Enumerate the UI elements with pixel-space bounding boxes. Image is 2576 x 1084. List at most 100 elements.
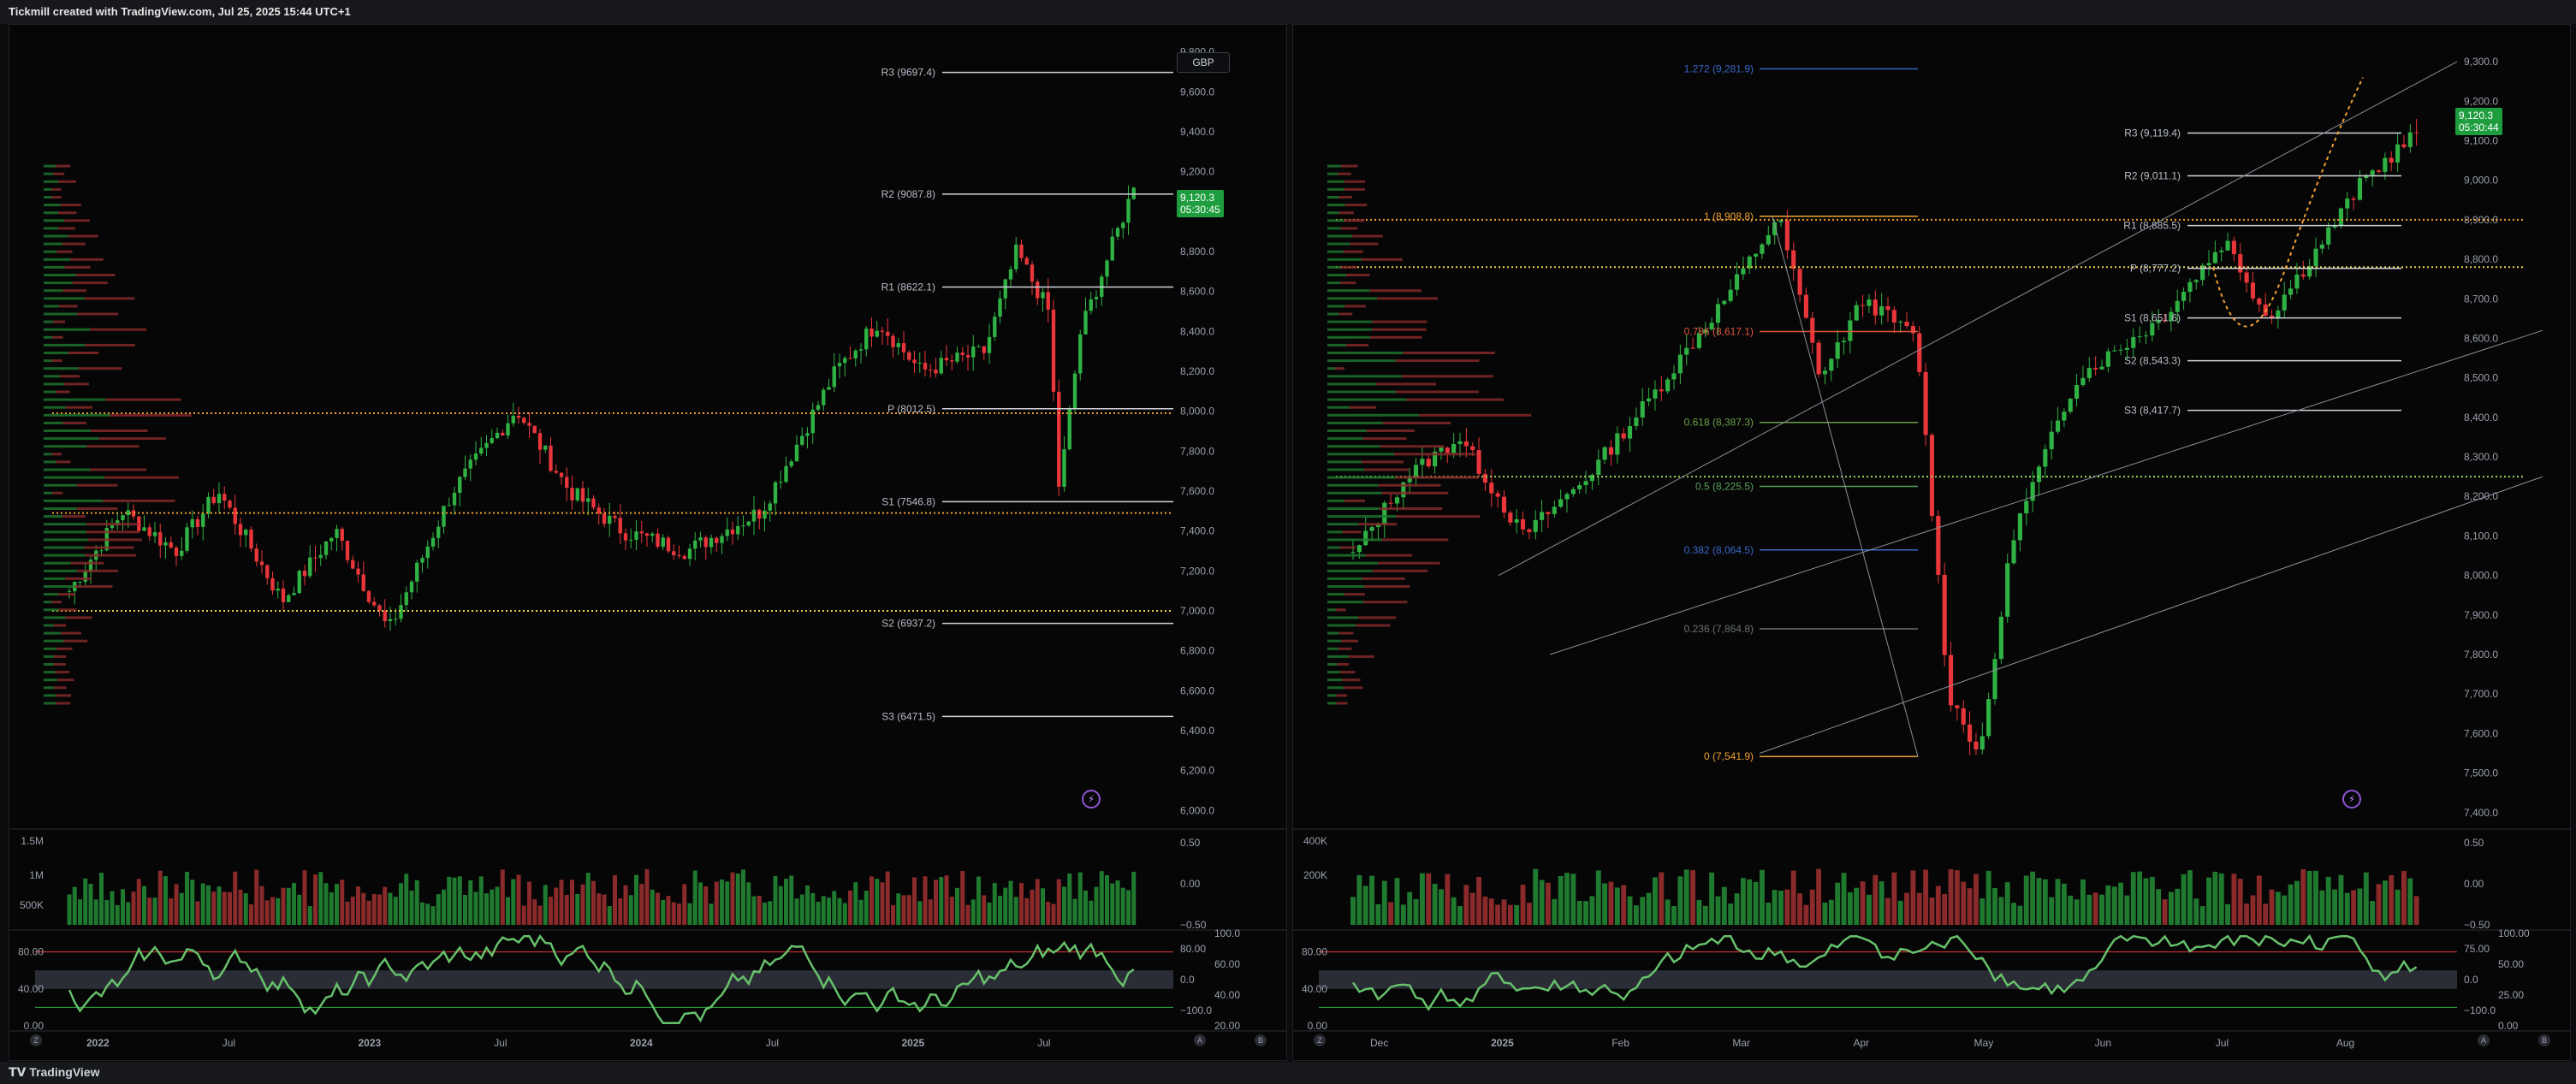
candle-body [2294,274,2300,289]
volume-bar [559,880,564,925]
left-a-button-icon[interactable]: A [1194,1034,1206,1046]
volume-profile-down [98,437,166,441]
candle-body [634,531,638,540]
volume-profile-up [44,499,104,502]
candle-body [190,518,194,528]
osc-axis-tick: 40.00 [1302,983,1327,995]
right-b-button-icon[interactable]: B [2538,1034,2550,1046]
volume-profile-up [44,476,105,479]
candle-body [2030,482,2035,501]
volume-profile-down [1337,663,1349,666]
lightning-icon[interactable]: ⚡ [2342,790,2361,809]
candle-body [1583,481,1588,486]
candle-body [880,330,885,332]
osc-right-tick: 0.00 [2498,1020,2519,1032]
lightning-icon[interactable]: ⚡ [1082,790,1101,809]
volume-bar [2036,878,2042,925]
volume-profile-up [1327,483,1379,487]
price-axis-tick: 7,800.0 [2464,649,2498,660]
right-z-button-icon[interactable]: Z [1314,1034,1326,1046]
volume-bar [1891,872,1897,925]
volume-profile-up [44,663,54,666]
volume-bar [623,885,628,925]
left-b-button-icon[interactable]: B [1255,1034,1267,1046]
left-z-button-icon[interactable]: Z [30,1034,42,1046]
candle-body [1979,736,1985,750]
volume-profile-down [51,359,62,363]
volume-profile-down [1377,297,1438,300]
candle-body [1520,518,1526,530]
candle-body [233,507,237,524]
candle-body [1910,326,1915,334]
volume-bar [2175,888,2181,925]
candle-body [142,527,146,531]
volume-bar [447,876,452,925]
volume-bar [388,892,393,925]
candle-body [1873,299,1878,316]
left-chart-canvas[interactable]: 9,800.09,600.09,400.09,200.09,000.08,800… [9,25,1286,1060]
volume-bar [2206,877,2211,925]
volume-profile-down [1376,382,1436,386]
volume-profile-up [1327,281,1340,285]
volume-bar [821,896,826,925]
left-chart-panel[interactable]: 9,800.09,600.09,400.09,200.09,000.08,800… [9,24,1287,1061]
volume-bar [436,894,441,925]
right-chart-panel[interactable]: 9,300.0 9,200.0 9,100.0 9,000.0 8,900.0 8,800… [1292,24,2571,1061]
right-a-button-icon[interactable]: A [2478,1034,2490,1046]
candle-body [259,561,264,566]
volume-profile-up [44,289,63,293]
volume-bar [249,903,253,925]
candle-body [169,542,173,548]
volume-bar [1835,882,1841,925]
currency-selector[interactable]: GBP [1177,52,1230,73]
volume-profile-down [62,515,86,518]
volume-bar [607,906,612,925]
volume-bar [656,892,660,925]
volume-bar [1419,873,1425,925]
candle-body [570,488,574,501]
candle-body [827,387,831,390]
volume-bar [1407,891,1413,925]
volume-profile-down [1340,265,1357,269]
price-axis-tick: 7,600.0 [1180,485,1214,497]
volume-profile-down [56,460,71,464]
candle-body [1094,296,1099,299]
volume-bar [292,883,296,925]
volume-bar [585,873,591,925]
candle-body [2313,248,2318,267]
right-chart-canvas[interactable]: 9,300.0 9,200.0 9,100.0 9,000.0 8,900.0 8,800… [1293,25,2570,1060]
candle-body [2086,367,2092,378]
candle-body [152,532,157,536]
volume-profile-down [76,507,118,510]
candle-body [442,506,446,527]
time-axis-tick: 2024 [630,1037,653,1049]
candle-body [837,363,842,367]
volume-bar [794,898,799,925]
volume-bar [1056,879,1061,925]
price-axis-tick: 7,600.0 [2464,727,2498,739]
volume-profile-down [1342,678,1361,682]
candle-body [1917,333,1922,372]
candle-body [805,433,810,436]
candle-body [1898,322,1903,323]
volume-bar [1948,868,1954,925]
price-axis-tick: 8,600.0 [1180,286,1214,298]
tradingview-logo[interactable]: TV TradingView [9,1065,100,1080]
candle-body [741,525,745,527]
price-axis-tick: 9,000.0 [2464,175,2498,187]
price-axis-tick: 6,800.0 [1180,645,1214,657]
left-countdown: 05:30:45 [1180,204,1220,216]
volume-bar [1633,905,1639,925]
candle-body [404,592,408,606]
volume-bar [313,874,318,925]
volume-bar [1488,898,1494,925]
volume-bar [1653,877,1658,925]
volume-right-tick: 0.00 [2464,878,2484,890]
pivot-label: S2 (8,543.3) [2124,355,2181,367]
candle-body [2068,398,2073,412]
volume-profile-down [1344,204,1368,207]
volume-profile-down [1338,312,1353,316]
time-axis-tick: Jul [2216,1037,2229,1049]
volume-bar [2225,903,2230,925]
projection-path [2212,77,2364,328]
